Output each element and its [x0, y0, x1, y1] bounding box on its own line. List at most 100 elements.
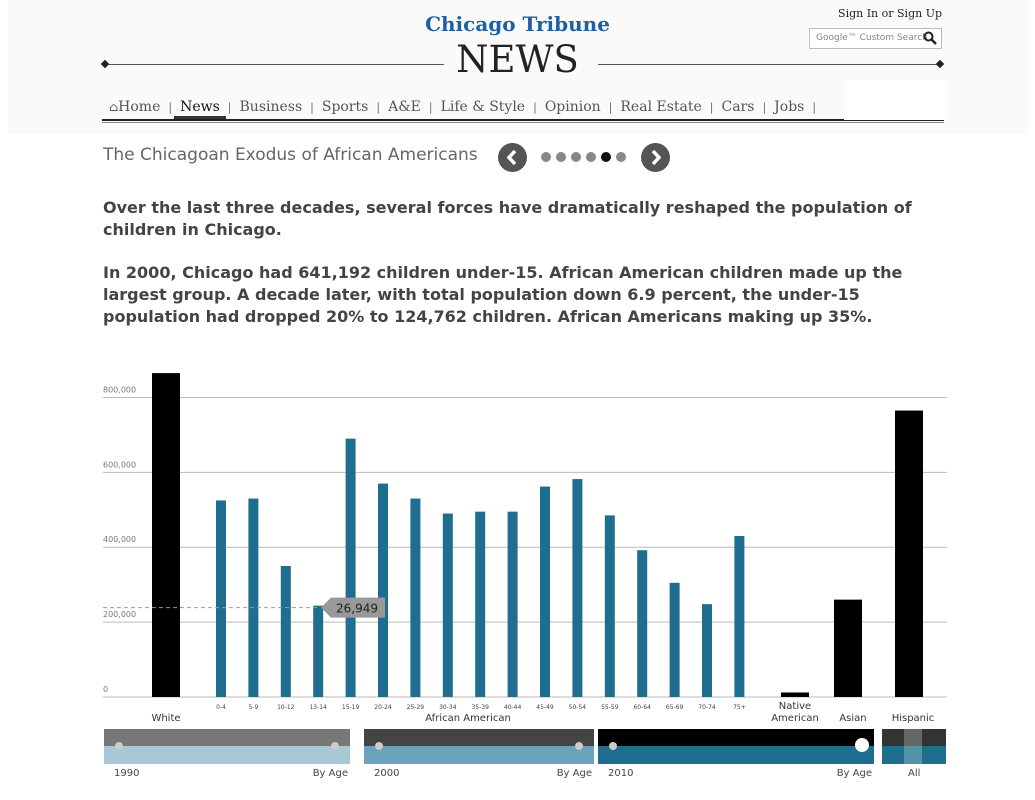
- slider-handle[interactable]: [575, 742, 583, 750]
- x-tick-label: 10-12: [277, 704, 295, 711]
- slider-top-band: [598, 729, 874, 746]
- search-input[interactable]: Google™ Custom Search: [816, 33, 928, 43]
- bar-hispanic: [895, 410, 923, 697]
- slider-mode-label[interactable]: By Age: [312, 768, 348, 779]
- slide-dot[interactable]: [586, 152, 596, 162]
- group-label: American: [771, 713, 819, 724]
- nav-item-real-estate[interactable]: Real Estate: [614, 99, 707, 115]
- bar-native-american: [781, 692, 809, 697]
- x-tick-label: 5-9: [248, 704, 258, 711]
- y-tick-label: 200,000: [103, 610, 136, 619]
- x-tick-label: 55-59: [601, 704, 619, 711]
- nav-item-business[interactable]: Business: [234, 99, 309, 115]
- slider-handle[interactable]: [855, 738, 869, 752]
- main-nav: ⌂Home | News | Business | Sports | A&E | Life & St…: [103, 97, 818, 119]
- slide-dot[interactable]: [601, 152, 611, 162]
- nav-rule: [102, 119, 944, 121]
- story-title: The Chicagoan Exodus of African American…: [103, 145, 478, 165]
- nav-item-label: Jobs: [774, 99, 805, 115]
- nav-separator: |: [227, 100, 232, 114]
- slider-handle[interactable]: [375, 742, 383, 750]
- year-slider[interactable]: [364, 729, 594, 764]
- prev-slide-button[interactable]: [498, 143, 527, 172]
- slider-mode-label[interactable]: By Age: [556, 768, 592, 779]
- year-slider[interactable]: [104, 729, 350, 764]
- x-tick-label: 65-69: [666, 704, 684, 711]
- chevron-right-icon: [651, 149, 662, 166]
- slider-handle[interactable]: [609, 742, 617, 750]
- nav-item-life-style[interactable]: Life & Style: [435, 99, 532, 115]
- bar-african-american: [248, 498, 259, 697]
- group-label: Native: [779, 701, 811, 712]
- group-label: African American: [425, 713, 511, 724]
- search-icon[interactable]: [923, 31, 937, 45]
- bar-african-american: [637, 550, 648, 697]
- slider-all-marker: [904, 729, 922, 764]
- nav-item-label: Life & Style: [440, 99, 526, 115]
- nav-separator: |: [762, 100, 767, 114]
- bar-asian: [834, 599, 862, 697]
- bar-african-american: [378, 483, 388, 697]
- x-tick-label: 70-74: [698, 704, 716, 711]
- nav-item-sports[interactable]: Sports: [316, 99, 374, 115]
- slider-top-band: [104, 729, 350, 746]
- slide-dot[interactable]: [541, 152, 551, 162]
- nav-item-label: Cars: [721, 99, 755, 115]
- group-label: Hispanic: [892, 713, 935, 724]
- slider-year-label: 2000: [374, 768, 400, 779]
- bar-white: [152, 373, 180, 697]
- signin-link[interactable]: Sign In or Sign Up: [838, 7, 942, 20]
- x-tick-label: 45-49: [536, 704, 554, 711]
- chevron-left-icon: [506, 149, 517, 166]
- x-tick-label: 75+: [733, 704, 746, 711]
- nav-item-opinion[interactable]: Opinion: [539, 99, 607, 115]
- next-slide-button[interactable]: [641, 143, 670, 172]
- year-slider[interactable]: [882, 729, 946, 764]
- nav-item-news[interactable]: News: [174, 99, 226, 119]
- section-title: NEWS: [456, 38, 579, 81]
- nav-separator: |: [428, 100, 433, 114]
- home-icon: ⌂: [109, 100, 119, 114]
- nav-item-label: A&E: [388, 99, 421, 115]
- nav-item-cars[interactable]: Cars: [716, 99, 761, 115]
- nav-separator: |: [709, 100, 714, 114]
- year-slider[interactable]: [598, 729, 874, 764]
- y-tick-label: 600,000: [103, 460, 136, 469]
- slide-pager: [541, 152, 626, 162]
- slide-dot[interactable]: [556, 152, 566, 162]
- slider-mode-label[interactable]: By Age: [836, 768, 872, 779]
- nav-item-home[interactable]: ⌂Home: [103, 99, 166, 115]
- slider-handle[interactable]: [331, 742, 339, 750]
- x-tick-label: 15-19: [342, 704, 360, 711]
- x-tick-label: 30-34: [439, 704, 457, 711]
- nav-separator: |: [376, 100, 381, 114]
- nav-separator: |: [812, 100, 817, 114]
- brand-logo[interactable]: Chicago Tribune: [425, 12, 610, 36]
- bar-african-american: [442, 513, 453, 697]
- slider-handle[interactable]: [115, 742, 123, 750]
- slider-bottom-band: [598, 746, 874, 764]
- bar-african-american: [540, 486, 550, 697]
- bar-african-american: [734, 535, 745, 697]
- nav-item-jobs[interactable]: Jobs: [768, 99, 810, 115]
- nav-item-a-e[interactable]: A&E: [382, 99, 427, 115]
- nav-separator: |: [608, 100, 613, 114]
- story-paragraph-2: In 2000, Chicago had 641,192 children un…: [103, 263, 903, 326]
- slider-mode-label[interactable]: All: [908, 768, 921, 779]
- bar-african-american: [669, 582, 680, 697]
- bar-african-american: [216, 500, 226, 697]
- x-tick-label: 50-54: [569, 704, 587, 711]
- story-paragraph-1: Over the last three decades, several for…: [103, 198, 912, 239]
- bar-african-american: [507, 511, 518, 697]
- nav-item-label: Real Estate: [620, 99, 702, 115]
- x-tick-label: 20-24: [374, 704, 392, 711]
- slide-dot[interactable]: [616, 152, 626, 162]
- search-box[interactable]: Google™ Custom Search: [809, 28, 942, 49]
- slide-dot[interactable]: [571, 152, 581, 162]
- slider-top-band: [882, 729, 946, 746]
- bar-african-american: [345, 438, 356, 697]
- y-tick-label: 400,000: [103, 535, 136, 544]
- tooltip-box: [321, 597, 385, 618]
- bar-african-american: [280, 565, 291, 697]
